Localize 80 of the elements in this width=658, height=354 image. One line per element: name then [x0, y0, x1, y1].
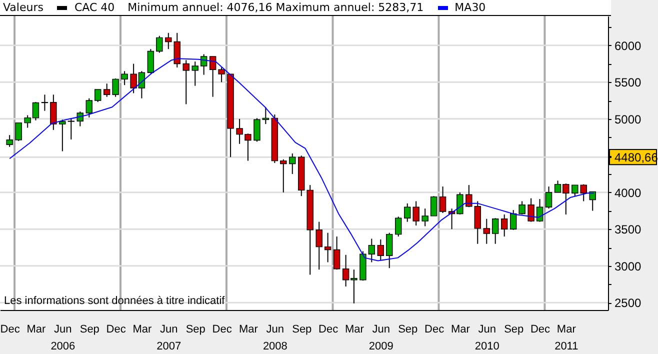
candlestick	[368, 238, 375, 263]
candlestick	[466, 184, 472, 208]
candlestick	[492, 218, 499, 244]
candlestick	[483, 218, 490, 244]
legend-title: Valeurs	[3, 1, 44, 14]
candlestick	[86, 98, 92, 118]
x-tick-label: Sep	[186, 324, 206, 336]
x-tick-label: Mar	[26, 324, 46, 336]
candlestick	[510, 210, 517, 230]
candlestick	[580, 184, 587, 202]
candlestick	[333, 236, 340, 270]
candlestick	[59, 119, 66, 152]
x-tick-label: Sep	[80, 324, 100, 336]
x-tick-label: Jun 2006	[50, 324, 76, 352]
candlestick	[254, 118, 260, 142]
x-tick-label: Dec	[106, 324, 126, 336]
y-tick-label: 2500	[614, 296, 642, 310]
candlestick	[439, 186, 446, 214]
candlestick	[192, 61, 198, 86]
text: CAC 40	[74, 1, 115, 14]
x-tick-label: Dec	[212, 324, 232, 336]
candlestick	[121, 70, 128, 86]
candlestick	[165, 32, 172, 50]
candlestick	[218, 66, 225, 83]
x-tick-label: Mar 2011	[554, 324, 578, 352]
x-tick-label: Jun 2007	[156, 324, 182, 352]
text: Minimum annuel: 4076,16 Maximum annuel: 5283,71	[128, 1, 424, 14]
candlestick	[104, 83, 110, 98]
y-tick-label: 4000	[614, 186, 642, 200]
candlestick	[316, 221, 322, 270]
candlestick	[474, 200, 481, 244]
candlestick	[386, 232, 393, 269]
candlestick	[94, 89, 102, 102]
x-tick-label: Dec	[318, 324, 339, 336]
candlestick	[174, 32, 180, 68]
x-tick-label: Sep	[398, 324, 418, 336]
y-tick-label: 3500	[614, 222, 642, 237]
x-tick-label: Jun 2009	[368, 324, 394, 352]
x-tick-label: Dec	[424, 324, 445, 336]
x-tick-label: Sep	[504, 324, 524, 336]
candlestick	[15, 122, 22, 142]
x-tick-label: Jun 2008	[262, 324, 288, 352]
x-tick-label: Mar	[132, 324, 152, 336]
x-tick-label: Sep	[292, 324, 312, 336]
x-tick-label: Mar	[344, 324, 364, 336]
candlestick	[545, 186, 552, 210]
candlestick	[156, 35, 163, 54]
candlestick	[528, 198, 534, 222]
candlestick	[289, 152, 296, 175]
candlestick	[68, 118, 74, 140]
candlestick	[41, 94, 48, 112]
candlestick	[500, 214, 508, 237]
y-tick-label: 3000	[614, 259, 642, 274]
y-tick-label: 5500	[614, 76, 642, 90]
candlestick	[50, 94, 57, 130]
x-tick-label: Dec	[0, 324, 20, 336]
candlestick	[572, 184, 578, 197]
candlestick	[147, 48, 154, 74]
candlestick	[404, 202, 411, 222]
x-tick-label: Mar	[238, 324, 258, 336]
candlestick	[422, 208, 428, 227]
y-tick-label: 6000	[614, 38, 642, 53]
candlestick	[395, 216, 402, 237]
candlestick	[377, 238, 384, 262]
legend-label: MA30	[454, 1, 486, 14]
annotation: Les informations sont données à titre indicatif	[4, 295, 226, 307]
x-tick-label: Mar	[450, 324, 470, 336]
candlestick	[112, 78, 119, 98]
candlestick	[324, 232, 332, 263]
candlestick	[6, 134, 13, 148]
candlestick	[430, 196, 438, 216]
candlestick	[262, 106, 270, 125]
x-tick-label: Dec	[530, 324, 551, 336]
y-tick-label: 5000	[614, 112, 642, 126]
candlestick	[518, 200, 526, 215]
candlestick	[280, 158, 287, 193]
candlestick	[182, 60, 190, 105]
candlestick	[209, 56, 216, 98]
candlestick	[412, 200, 420, 226]
x-tick-label: Jun 2010	[474, 324, 500, 352]
